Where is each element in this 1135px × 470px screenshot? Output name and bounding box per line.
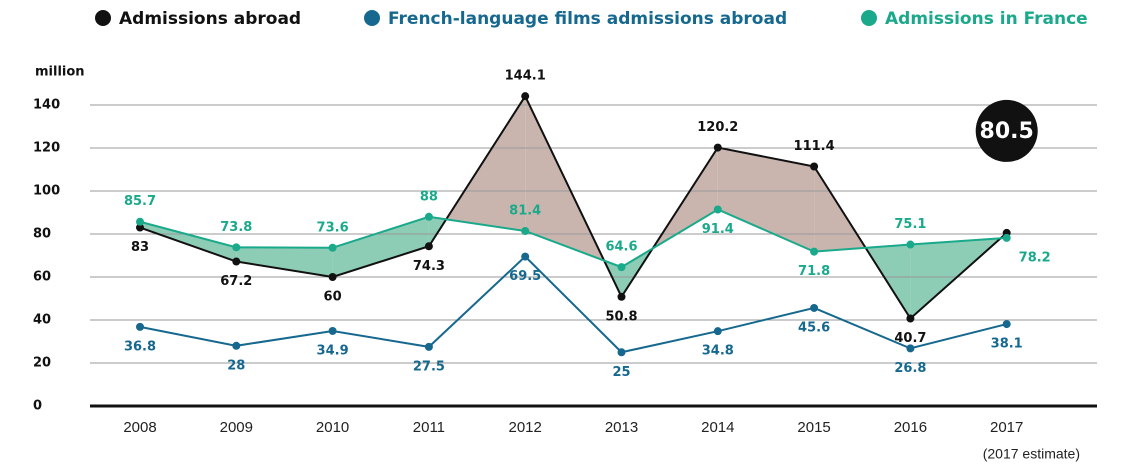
x-tick-label: 2015 [797, 419, 830, 436]
gap-area [236, 247, 333, 277]
highlight-badge [975, 99, 1038, 162]
value-label: 73.6 [317, 220, 349, 235]
note: (2017 estimate) [983, 446, 1080, 462]
legend-marker [861, 10, 877, 26]
x-tick-label: 2014 [701, 419, 734, 436]
value-label: 64.6 [605, 240, 637, 255]
areas [140, 96, 1007, 319]
value-label: 36.8 [124, 339, 156, 354]
value-label: 34.8 [702, 344, 734, 359]
data-point [713, 143, 722, 152]
value-label: 25 [612, 365, 630, 380]
grid [90, 104, 1097, 364]
data-point [521, 252, 530, 261]
value-label: 78.2 [1019, 250, 1051, 265]
data-point [1002, 320, 1011, 329]
y-tick-label: 120 [33, 141, 60, 156]
data-point [810, 303, 819, 312]
data-point [521, 226, 530, 235]
data-point [617, 263, 626, 272]
value-label: 111.4 [794, 139, 835, 154]
data-point [232, 243, 241, 252]
data-point [328, 273, 337, 281]
value-label: 88 [420, 189, 438, 204]
data-point [906, 314, 915, 323]
gap-area [332, 216, 429, 277]
data-point [906, 240, 915, 249]
data-point [328, 326, 337, 335]
y-tick-label: 140 [33, 98, 60, 113]
x-tick-label: 2008 [123, 419, 156, 436]
gap-area [717, 147, 815, 252]
legend-marker [364, 10, 380, 26]
data-point [136, 217, 144, 226]
value-label: 120.2 [697, 120, 738, 135]
value-label: 80.5 [980, 119, 1034, 144]
value-label: 40.7 [894, 331, 926, 346]
value-label: 60 [324, 290, 342, 305]
x-tick-label: 2009 [220, 419, 253, 436]
data-point [136, 223, 144, 232]
value-label: 69.5 [509, 269, 541, 284]
y-tick-label: 0 [33, 399, 42, 414]
value-label: 73.8 [220, 220, 252, 235]
value-label: 26.8 [894, 361, 926, 376]
legend-marker [95, 10, 111, 26]
x-tick-label: 2011 [413, 419, 445, 436]
value-label: 28 [227, 358, 245, 373]
value-label: 45.6 [798, 320, 830, 335]
gap-area [140, 221, 237, 262]
value-label: 71.8 [798, 264, 830, 279]
data-point [328, 243, 337, 252]
value-label: 38.1 [991, 337, 1023, 352]
data-point [521, 92, 530, 101]
value-label: 67.2 [220, 274, 252, 289]
series-line [139, 255, 1007, 354]
value-label: 144.1 [505, 69, 546, 84]
value-label: 81.4 [509, 203, 541, 218]
legend-label: Admissions abroad [119, 9, 301, 29]
y-axis-label: million [35, 65, 85, 80]
data-point [713, 205, 722, 214]
x-tick-label: 2016 [894, 419, 927, 436]
y-tick-label: 20 [33, 356, 51, 371]
data-point [810, 247, 819, 256]
value-label: 50.8 [605, 309, 637, 324]
value-label: 91.4 [702, 222, 734, 237]
x-tick-label: 2013 [605, 419, 638, 436]
data-point [810, 162, 819, 171]
legend-label: French-language films admissions abroad [388, 9, 787, 29]
data-point [906, 344, 915, 353]
data-point [424, 242, 433, 251]
series-line [139, 208, 1007, 269]
x-tick-label: 2010 [316, 419, 349, 436]
y-tick-label: 80 [33, 227, 51, 242]
legend-label: Admissions in France [885, 9, 1088, 29]
value-label: 74.3 [413, 259, 445, 274]
y-tick-label: 60 [33, 270, 51, 285]
y-tick-label: 40 [33, 313, 51, 328]
value-label: 83 [131, 240, 149, 255]
gap-area [446, 96, 526, 231]
x-tick-label: 2017 [990, 419, 1023, 436]
y-tick-label: 100 [33, 184, 60, 199]
data-point [136, 322, 144, 331]
x-tick-label: 2012 [509, 419, 542, 436]
data-point [617, 292, 626, 301]
value-label: 34.9 [317, 343, 349, 358]
data-point [424, 212, 433, 221]
value-label: 75.1 [894, 217, 926, 232]
data-point [617, 348, 626, 357]
series-line [139, 94, 1008, 321]
data-point [424, 342, 433, 351]
data-point [713, 327, 722, 336]
value-label: 27.5 [413, 359, 445, 374]
value-label: 85.7 [124, 194, 156, 209]
data-point [232, 341, 241, 350]
data-point [1002, 233, 1011, 242]
data-point [232, 257, 241, 266]
